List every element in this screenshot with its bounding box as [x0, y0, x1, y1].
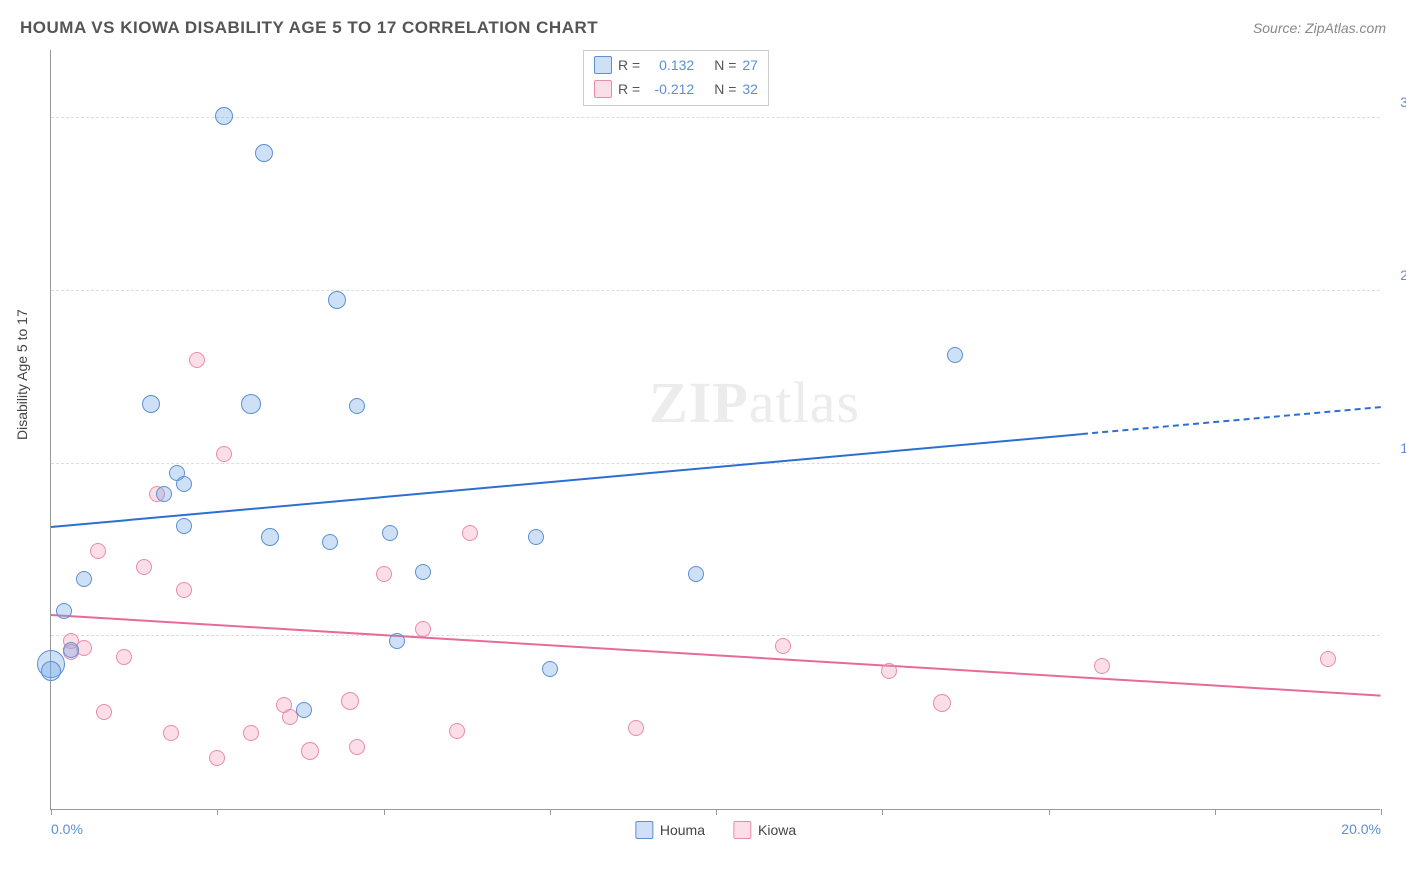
data-point — [163, 725, 179, 741]
data-point — [775, 638, 791, 654]
data-point — [376, 566, 392, 582]
data-point — [41, 661, 61, 681]
data-point — [116, 649, 132, 665]
data-point — [301, 742, 319, 760]
watermark: ZIPatlas — [649, 369, 860, 436]
kiowa-swatch-icon — [594, 80, 612, 98]
data-point — [296, 702, 312, 718]
series-legend: Houma Kiowa — [635, 821, 796, 839]
data-point — [382, 525, 398, 541]
data-point — [628, 720, 644, 736]
houma-swatch-icon — [635, 821, 653, 839]
data-point — [63, 642, 79, 658]
y-tick-label: 15.0% — [1385, 440, 1406, 456]
data-point — [1094, 658, 1110, 674]
chart-title: HOUMA VS KIOWA DISABILITY AGE 5 TO 17 CO… — [20, 18, 598, 38]
data-point — [415, 564, 431, 580]
kiowa-swatch-icon — [733, 821, 751, 839]
x-tick — [1049, 809, 1050, 815]
data-point — [56, 603, 72, 619]
gridline — [51, 635, 1380, 636]
data-point — [189, 352, 205, 368]
x-tick-label: 20.0% — [1341, 821, 1381, 837]
data-point — [449, 723, 465, 739]
data-point — [176, 518, 192, 534]
data-point — [947, 347, 963, 363]
x-tick — [1215, 809, 1216, 815]
legend-row-houma: R = 0.132 N = 27 — [594, 53, 758, 77]
kiowa-n-label: N = — [714, 81, 736, 97]
kiowa-r-value: -0.212 — [646, 81, 694, 97]
x-tick — [384, 809, 385, 815]
correlation-legend: R = 0.132 N = 27 R = -0.212 N = 32 — [583, 50, 769, 106]
legend-item-houma: Houma — [635, 821, 705, 839]
data-point — [389, 633, 405, 649]
data-point — [881, 663, 897, 679]
houma-r-value: 0.132 — [646, 57, 694, 73]
data-point — [933, 694, 951, 712]
trend-line — [1082, 406, 1381, 435]
kiowa-r-label: R = — [618, 81, 640, 97]
data-point — [349, 398, 365, 414]
x-tick — [217, 809, 218, 815]
data-point — [243, 725, 259, 741]
data-point — [462, 525, 478, 541]
watermark-atlas: atlas — [749, 370, 860, 435]
data-point — [136, 559, 152, 575]
data-point — [528, 529, 544, 545]
trend-line — [51, 433, 1082, 528]
data-point — [156, 486, 172, 502]
gridline — [51, 290, 1380, 291]
data-point — [255, 144, 273, 162]
data-point — [349, 739, 365, 755]
x-tick — [882, 809, 883, 815]
x-tick — [1381, 809, 1382, 815]
houma-swatch-icon — [594, 56, 612, 74]
houma-n-value: 27 — [742, 57, 758, 73]
data-point — [322, 534, 338, 550]
data-point — [688, 566, 704, 582]
legend-row-kiowa: R = -0.212 N = 32 — [594, 77, 758, 101]
data-point — [76, 571, 92, 587]
houma-series-label: Houma — [660, 822, 705, 838]
data-point — [176, 476, 192, 492]
data-point — [216, 446, 232, 462]
data-point — [328, 291, 346, 309]
data-point — [90, 543, 106, 559]
data-point — [215, 107, 233, 125]
x-tick — [51, 809, 52, 815]
y-tick-label: 7.5% — [1385, 612, 1406, 628]
data-point — [241, 394, 261, 414]
data-point — [96, 704, 112, 720]
data-point — [176, 582, 192, 598]
y-axis-title: Disability Age 5 to 17 — [14, 309, 30, 440]
gridline — [51, 117, 1380, 118]
data-point — [142, 395, 160, 413]
gridline — [51, 463, 1380, 464]
data-point — [341, 692, 359, 710]
houma-r-label: R = — [618, 57, 640, 73]
data-point — [542, 661, 558, 677]
legend-item-kiowa: Kiowa — [733, 821, 796, 839]
y-tick-label: 22.5% — [1385, 267, 1406, 283]
data-point — [415, 621, 431, 637]
x-tick — [550, 809, 551, 815]
watermark-zip: ZIP — [649, 370, 749, 435]
kiowa-n-value: 32 — [742, 81, 758, 97]
x-tick-label: 0.0% — [51, 821, 83, 837]
y-tick-label: 30.0% — [1385, 94, 1406, 110]
chart-plot-area: ZIPatlas R = 0.132 N = 27 R = -0.212 N =… — [50, 50, 1380, 810]
trend-line — [51, 614, 1381, 697]
data-point — [261, 528, 279, 546]
chart-source: Source: ZipAtlas.com — [1253, 20, 1386, 36]
data-point — [209, 750, 225, 766]
data-point — [1320, 651, 1336, 667]
houma-n-label: N = — [714, 57, 736, 73]
kiowa-series-label: Kiowa — [758, 822, 796, 838]
x-tick — [716, 809, 717, 815]
